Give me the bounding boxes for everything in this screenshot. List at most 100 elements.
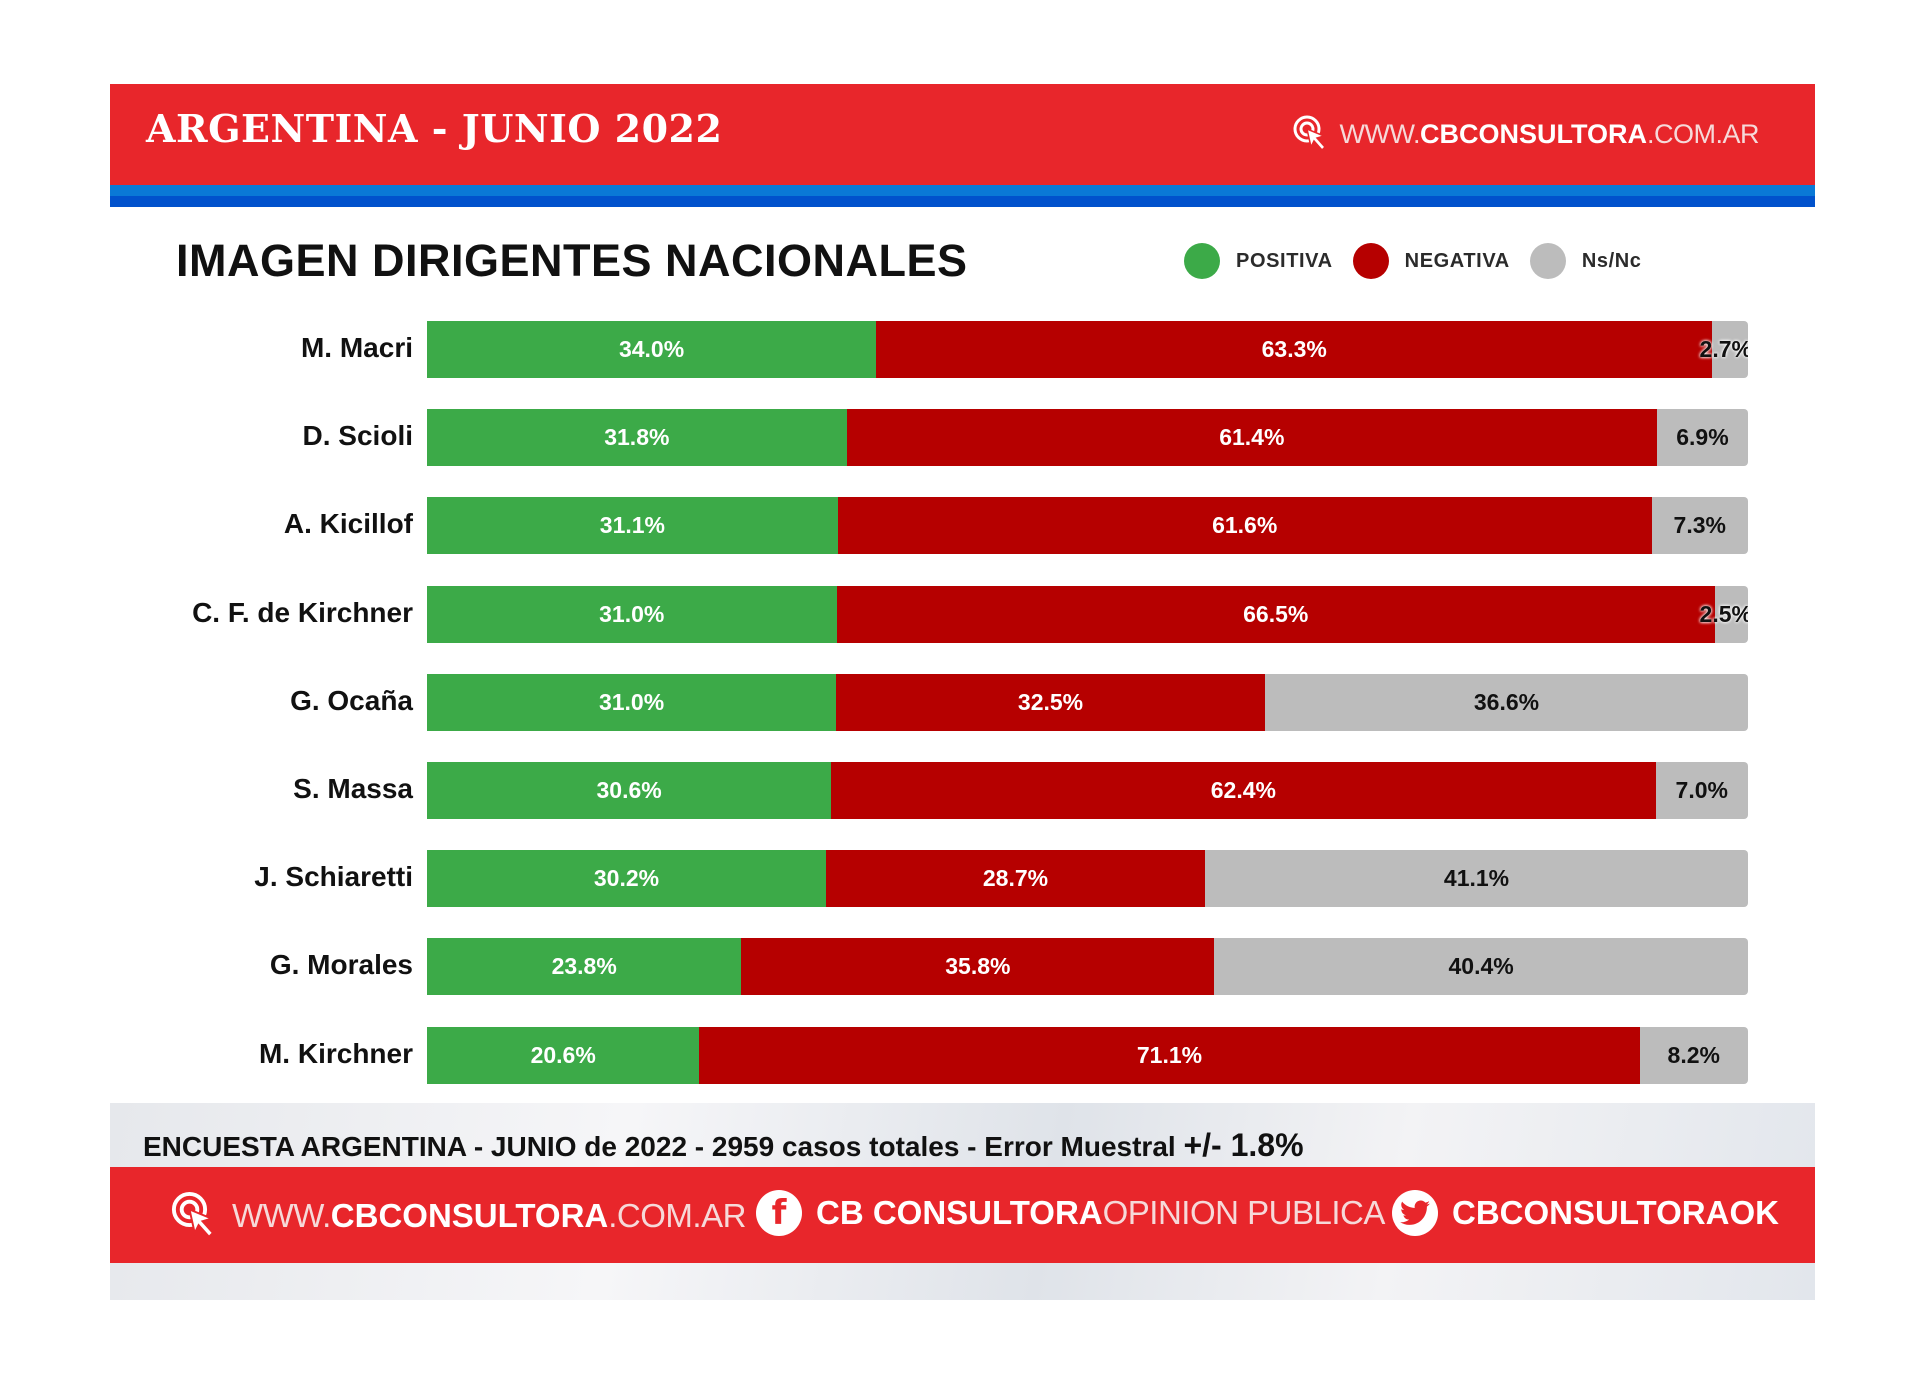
stacked-bar: 34.0% 63.3% 2.7% — [427, 321, 1748, 378]
legend-label-nsnc: Ns/Nc — [1581, 249, 1642, 272]
data-label: 34.0% — [618, 336, 685, 362]
bar-segment-positiva: 20.6% — [427, 1026, 700, 1084]
survey-info: ENCUESTA ARGENTINA - JUNIO de 2022 - 295… — [143, 1127, 1304, 1164]
data-label: 2.5% — [1699, 600, 1748, 627]
legend: POSITIVA NEGATIVA Ns/Nc — [1184, 243, 1662, 279]
footer-facebook-link[interactable]: f CB CONSULTORA OPINION PUBLICA — [756, 1190, 1385, 1236]
data-label: 35.8% — [945, 953, 1011, 980]
legend-item-nsnc: Ns/Nc — [1529, 243, 1642, 279]
bar-segment-nsnc: 6.9% — [1656, 409, 1748, 467]
category-label: G. Morales — [269, 949, 413, 981]
cursor-click-icon — [171, 1191, 215, 1239]
category-label: D. Scioli — [302, 420, 413, 452]
data-label: 31.1% — [599, 512, 666, 539]
category-label: S. Massa — [293, 773, 413, 804]
stacked-bar: 31.0% 66.5% 2.5% — [427, 585, 1748, 643]
data-label: 8.2% — [1667, 1041, 1720, 1068]
legend-swatch-nsnc — [1529, 243, 1566, 279]
bar-segment-negativa: 61.6% — [837, 497, 1652, 555]
category-label: C. F. de Kirchner — [192, 596, 413, 628]
bar-segment-negativa: 28.7% — [825, 850, 1206, 908]
bar-segment-nsnc: 7.3% — [1651, 497, 1748, 555]
bar-segment-negativa: 63.3% — [876, 321, 1713, 378]
bar-segment-positiva: 23.8% — [427, 938, 742, 996]
bar-segment-nsnc: 36.6% — [1264, 673, 1748, 731]
stacked-bar: 23.8% 35.8% 40.4% — [427, 938, 1748, 996]
facebook-suffix: OPINION PUBLICA — [1102, 1194, 1386, 1231]
stacked-bar: 30.6% 62.4% 7.0% — [427, 762, 1748, 819]
twitter-icon — [1392, 1190, 1438, 1236]
data-label: 66.5% — [1243, 600, 1309, 627]
category-label: M. Kirchner — [258, 1037, 413, 1069]
bar-segment-nsnc: 2.5% — [1700, 585, 1748, 643]
bar-segment-negativa: 66.5% — [836, 585, 1715, 643]
data-label: 41.1% — [1443, 865, 1510, 892]
data-label: 23.8% — [551, 953, 617, 980]
bar-segment-positiva: 31.0% — [427, 673, 837, 731]
bar-segment-negativa: 62.4% — [831, 762, 1656, 819]
category-label: A. Kicillof — [283, 508, 413, 540]
bar-segment-negativa: 61.4% — [846, 409, 1657, 467]
bar-segment-nsnc: 2.7% — [1700, 321, 1748, 378]
chart-title: IMAGEN DIRIGENTES NACIONALES — [176, 235, 968, 286]
footer-twitter-link[interactable]: CBCONSULTORAOK — [1392, 1190, 1779, 1236]
data-label: 71.1% — [1136, 1041, 1203, 1068]
data-label: 31.0% — [599, 600, 665, 627]
data-label: 61.6% — [1212, 512, 1278, 539]
header-website-link[interactable]: WWW.CBCONSULTORA.COM.AR — [1292, 114, 1760, 154]
legend-swatch-positiva — [1184, 243, 1220, 279]
data-label: 6.9% — [1676, 424, 1729, 451]
category-label: J. Schiaretti — [254, 861, 413, 893]
bar-segment-nsnc: 8.2% — [1639, 1026, 1748, 1084]
data-label: 36.6% — [1473, 688, 1540, 715]
footer-website-link[interactable]: WWW. CBCONSULTORA .COM.AR — [170, 1190, 746, 1242]
data-label: 62.4% — [1210, 777, 1276, 803]
cursor-click-icon — [1293, 115, 1326, 152]
data-label: 20.6% — [530, 1041, 596, 1068]
stacked-bar: 30.2% 28.7% 41.1% — [427, 850, 1748, 908]
data-label: 28.7% — [982, 865, 1049, 892]
bar-segment-nsnc: 41.1% — [1205, 850, 1748, 908]
survey-text: ENCUESTA ARGENTINA - JUNIO de 2022 - 295… — [143, 1131, 1184, 1162]
facebook-name: CB CONSULTORA — [816, 1194, 1103, 1231]
stacked-bar: 20.6% 71.1% 8.2% — [427, 1026, 1748, 1084]
legend-label-positiva: POSITIVA — [1236, 249, 1333, 272]
data-label: 63.3% — [1261, 336, 1327, 362]
data-label: 30.6% — [596, 777, 662, 803]
bar-segment-nsnc: 40.4% — [1214, 938, 1748, 996]
footer-links-band — [110, 1167, 1815, 1263]
bar-segment-positiva: 31.1% — [427, 497, 838, 555]
header-band — [110, 84, 1815, 185]
bar-segment-positiva: 31.8% — [427, 409, 847, 467]
header-title: ARGENTINA - JUNIO 2022 — [146, 106, 723, 151]
site-main: CBCONSULTORA — [1419, 118, 1647, 149]
stacked-bar: 31.8% 61.4% 6.9% — [427, 409, 1748, 467]
category-label: G. Ocaña — [290, 684, 413, 716]
footer-site-suffix: .COM.AR — [608, 1197, 746, 1234]
bar-segment-positiva: 31.0% — [427, 585, 837, 643]
bar-segment-positiva: 30.6% — [427, 762, 832, 819]
data-label: 61.4% — [1219, 424, 1285, 451]
facebook-icon: f — [756, 1190, 802, 1236]
data-label: 7.0% — [1675, 777, 1728, 803]
legend-item-negativa: NEGATIVA — [1352, 243, 1510, 279]
legend-label-negativa: NEGATIVA — [1404, 249, 1510, 272]
site-suffix: .COM.AR — [1646, 118, 1760, 149]
data-label: 32.5% — [1017, 688, 1084, 715]
header-stripe-dark — [110, 196, 1815, 207]
bar-segment-negativa: 71.1% — [699, 1026, 1640, 1084]
data-label: 31.0% — [598, 688, 665, 715]
survey-error: +/- 1.8% — [1183, 1127, 1304, 1163]
bar-segment-negativa: 32.5% — [836, 673, 1265, 731]
site-prefix: WWW. — [1339, 118, 1421, 149]
category-label: M. Macri — [300, 332, 413, 363]
data-label: 30.2% — [593, 865, 660, 892]
bar-segment-positiva: 34.0% — [427, 321, 877, 378]
footer-site-main: CBCONSULTORA — [330, 1197, 609, 1234]
stacked-bar: 31.0% 32.5% 36.6% — [427, 673, 1748, 731]
data-label: 2.7% — [1699, 336, 1748, 362]
bar-segment-positiva: 30.2% — [427, 850, 826, 908]
footer-site-prefix: WWW. — [232, 1197, 331, 1234]
twitter-handle: CBCONSULTORAOK — [1452, 1194, 1779, 1231]
header-stripe-light — [110, 185, 1815, 196]
